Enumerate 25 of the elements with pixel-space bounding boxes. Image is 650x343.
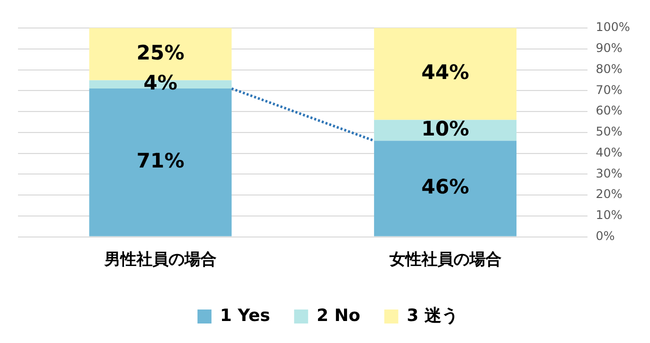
bar — [374, 28, 516, 120]
y-tick-label: 10% — [596, 208, 622, 222]
y-tick-label: 50% — [596, 124, 622, 139]
text: 44% — [421, 60, 470, 84]
text: 46% — [421, 174, 470, 199]
y-tick-label: 100% — [596, 20, 630, 34]
y-tick-label: 80% — [596, 62, 622, 76]
y-tick-label: 30% — [596, 166, 622, 180]
x-tick-label: 女性社員の場合 — [388, 250, 502, 269]
y-tick-label: 40% — [596, 145, 622, 160]
text: 71% — [136, 148, 184, 173]
legend-label: 2 No — [316, 306, 360, 326]
bar — [89, 88, 232, 236]
legend-label: 3 迷う — [406, 306, 459, 326]
y-tick-label: 0% — [596, 228, 615, 243]
x-tick-label: 男性社員の場合 — [103, 250, 216, 269]
text: 4% — [143, 70, 178, 95]
y-tick-label: 90% — [596, 41, 622, 56]
y-tick-label: 60% — [596, 104, 622, 118]
y-tick-label: 20% — [596, 187, 622, 202]
text: 10% — [421, 116, 470, 141]
legend-label: 1 Yes — [220, 306, 270, 326]
y-tick-label: 70% — [596, 82, 622, 97]
text: 25% — [136, 40, 184, 64]
bar — [374, 140, 516, 236]
